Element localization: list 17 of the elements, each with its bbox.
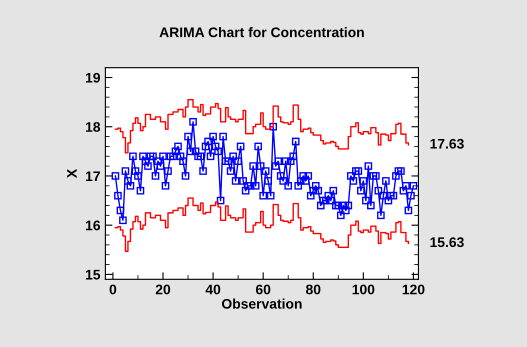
y-tick-label: 16 — [86, 220, 100, 230]
x-axis-title: Observation — [222, 298, 302, 309]
x-tick-label: 100 — [352, 284, 374, 294]
chart-title: ARIMA Chart for Concentration — [160, 27, 364, 38]
y-tick-label: 15 — [86, 270, 100, 280]
x-tick-label: 40 — [206, 284, 220, 294]
y-tick-label: 18 — [86, 122, 100, 132]
y-axis-title: X — [67, 168, 77, 178]
x-tick-label: 20 — [156, 284, 170, 294]
x-tick-label: 0 — [110, 284, 116, 294]
x-tick-label: 60 — [256, 284, 270, 294]
x-tick-label: 120 — [402, 284, 424, 294]
y-tick-label: 19 — [86, 72, 100, 83]
x-tick-label: 80 — [306, 284, 320, 294]
y-tick-label: 17 — [86, 171, 100, 181]
text: 17.63 — [430, 138, 464, 149]
text: 15.63 — [430, 237, 464, 248]
